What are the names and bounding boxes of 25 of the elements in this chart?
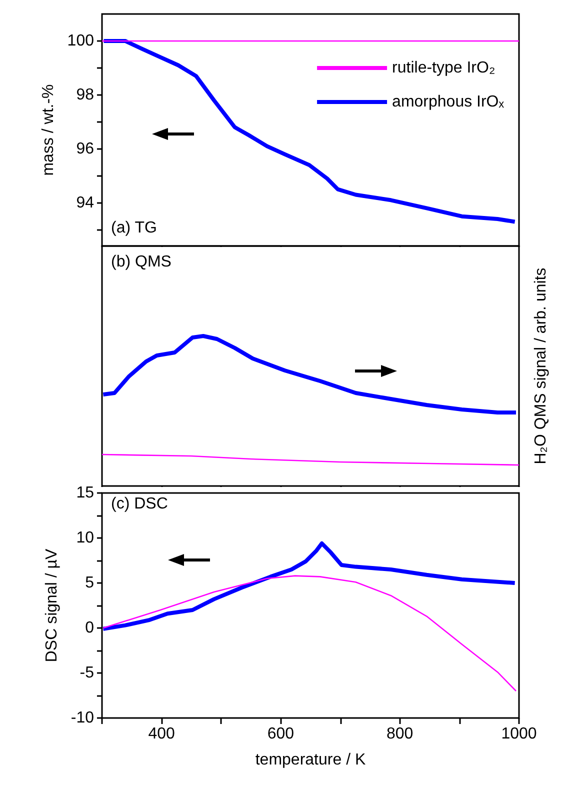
y2-axis-title: H₂O QMS signal / arb. units bbox=[532, 268, 550, 464]
y-tick-label: -5 bbox=[80, 664, 94, 682]
chart-title: (c) DSC bbox=[111, 496, 168, 512]
y-tick-label: 0 bbox=[85, 620, 94, 636]
y-tick-label: -10 bbox=[70, 710, 94, 726]
y-tick-label: 10 bbox=[76, 530, 94, 546]
line-series bbox=[101, 541, 517, 631]
text: (a) TG bbox=[111, 220, 157, 236]
y-tick-label: 94 bbox=[76, 194, 94, 212]
x-tick-label: 800 bbox=[386, 726, 414, 742]
x-axis-title: temperature / K bbox=[255, 752, 366, 768]
y-axis-title: DSC signal / µV bbox=[43, 548, 60, 662]
y-axis-title: mass / wt.-% bbox=[40, 84, 57, 176]
y-tick-label: 98 bbox=[76, 86, 94, 104]
x-tick-label: 1000 bbox=[501, 726, 537, 742]
x-tick-label: 600 bbox=[267, 726, 294, 742]
y-tick-label: 96 bbox=[76, 140, 94, 158]
y-tick-label: 5 bbox=[85, 574, 94, 592]
legend-label: amorphous IrOₓ bbox=[392, 94, 505, 110]
line-series bbox=[102, 575, 517, 692]
y-tick-label: 100 bbox=[67, 32, 94, 50]
y-tick-label: 15 bbox=[76, 484, 94, 502]
chart-title: (b) QMS bbox=[111, 254, 172, 270]
x-tick-label: 400 bbox=[148, 726, 176, 742]
legend-label: rutile-type IrO₂ bbox=[392, 60, 496, 76]
